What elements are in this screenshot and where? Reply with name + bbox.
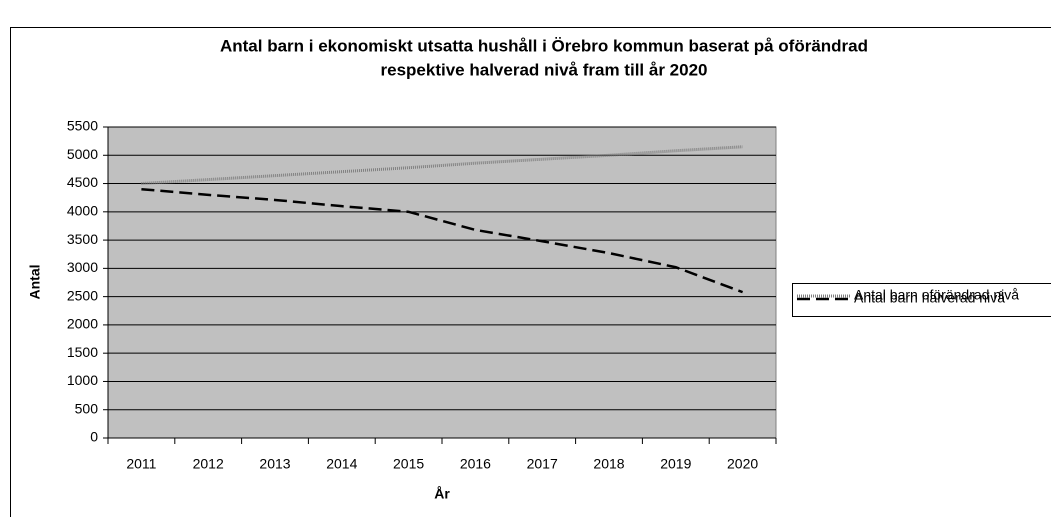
plot-area [107, 126, 777, 439]
legend-label: Antal barn halverad nivå [854, 290, 1005, 306]
y-axis-title: Antal [27, 265, 43, 300]
series-line [141, 145, 743, 186]
series-line [141, 187, 744, 294]
y-tick-label: 5000 [67, 146, 98, 162]
chart-title: Antal barn i ekonomiskt utsatta hushåll … [220, 36, 868, 55]
x-tick-label: 2014 [326, 456, 357, 472]
legend-label: Antal barn oförändrad nivå [854, 287, 1019, 303]
y-tick-label: 4500 [67, 174, 98, 190]
y-tick-label: 500 [75, 400, 99, 416]
x-tick-label: 2015 [393, 456, 424, 472]
x-tick-label: 2012 [193, 456, 224, 472]
x-tick-label: 2011 [126, 456, 156, 472]
y-tick-label: 2500 [67, 287, 98, 303]
x-tick-label: 2019 [660, 456, 691, 472]
x-tick-label: 2020 [727, 456, 758, 472]
y-tick-label: 5500 [67, 118, 98, 134]
x-tick-label: 2018 [593, 456, 624, 472]
x-tick-label: 2013 [259, 456, 290, 472]
y-tick-label: 1000 [67, 372, 98, 388]
x-axis-title: År [434, 486, 450, 502]
x-tick-label: 2017 [527, 456, 558, 472]
x-tick-label: 2016 [460, 456, 491, 472]
y-tick-label: 0 [90, 429, 98, 445]
y-tick-label: 1500 [67, 344, 98, 360]
chart-title: respektive halverad nivå fram till år 20… [381, 60, 708, 79]
y-tick-label: 2000 [67, 316, 98, 332]
y-tick-label: 3500 [67, 231, 98, 247]
y-tick-label: 4000 [67, 203, 98, 219]
y-tick-label: 3000 [67, 259, 98, 275]
